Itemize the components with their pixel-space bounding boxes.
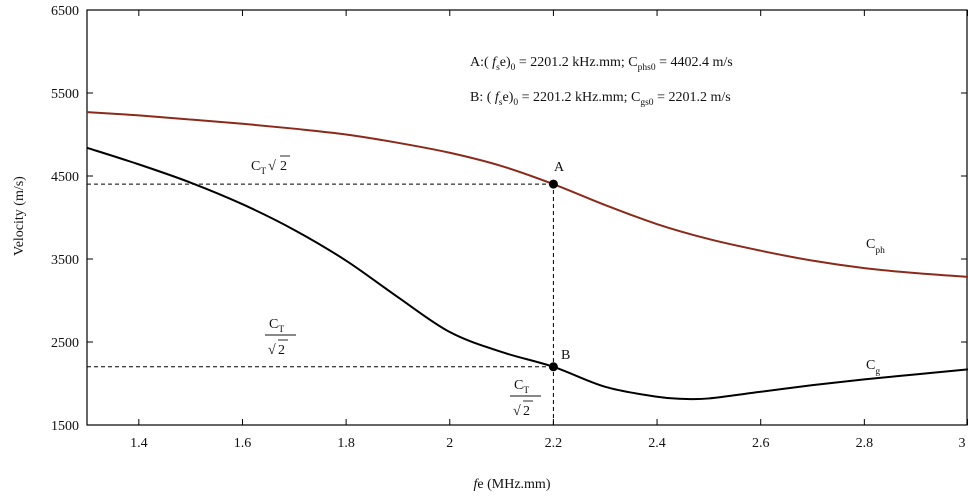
data-point-a	[548, 179, 558, 189]
y-tick-label: 2500	[51, 336, 79, 351]
x-tick-label: 3	[959, 436, 966, 451]
x-tick-label: 2.4	[648, 436, 666, 451]
y-tick-label: 6500	[51, 4, 79, 19]
x-tick-label: 1.8	[337, 436, 355, 451]
point-label-b: B	[561, 348, 570, 363]
series-label-cg: Cg	[866, 358, 880, 377]
svg-text:CT: CT	[514, 378, 529, 396]
x-tick-label: 2.6	[752, 436, 770, 451]
svg-text:2: 2	[523, 404, 530, 419]
x-tick-label: 1.4	[130, 436, 148, 451]
svg-text:2: 2	[278, 343, 285, 358]
data-point-b	[548, 362, 558, 372]
x-tick-label: 2	[446, 436, 453, 451]
svg-text:√: √	[268, 343, 276, 358]
x-axis-title: fe (MHz.mm)	[474, 477, 551, 492]
svg-text:CT√: CT √	[251, 159, 276, 177]
y-tick-label: 1500	[51, 419, 79, 434]
y-tick-label: 5500	[51, 87, 79, 102]
point-label-a: A	[554, 160, 565, 175]
y-tick-label: 4500	[51, 170, 79, 185]
y-tick-label: 3500	[51, 253, 79, 268]
x-tick-label: 2.2	[545, 436, 563, 451]
plot-frame	[86, 9, 968, 426]
ct-over-sqrt2-label-left: CT √ 2	[265, 317, 296, 358]
reference-lines	[87, 183, 554, 425]
x-tick-label: 2.8	[856, 436, 874, 451]
ct-over-sqrt2-label-axis: CT √ 2	[510, 378, 541, 419]
series-layer	[86, 111, 968, 401]
svg-text:CT: CT	[269, 317, 284, 335]
annotation-line-b: B: ( fse)0 = 2201.2 kHz.mm; Cgs0 = 2201.…	[470, 90, 731, 108]
y-axis-title: Velocity (m/s)	[12, 176, 27, 256]
x-tick-label: 1.6	[234, 436, 252, 451]
points-layer	[548, 179, 558, 372]
svg-text:√: √	[513, 404, 521, 419]
axes: 1.4 1.6 1.8 2 2.2 2.4 2.6 2.8 3 1500 2500 3500 4500 5…	[51, 4, 968, 451]
series-line-c-g	[86, 146, 968, 401]
series-line-c-ph	[86, 111, 968, 278]
svg-text:2: 2	[280, 159, 287, 174]
ct-sqrt2-label: CT √ 2	[251, 155, 290, 177]
series-label-cph: Cph	[866, 237, 885, 256]
annotation-line-a: A:( fse)0 = 2201.2 kHz.mm; Cphs0 = 4402.…	[470, 55, 733, 73]
